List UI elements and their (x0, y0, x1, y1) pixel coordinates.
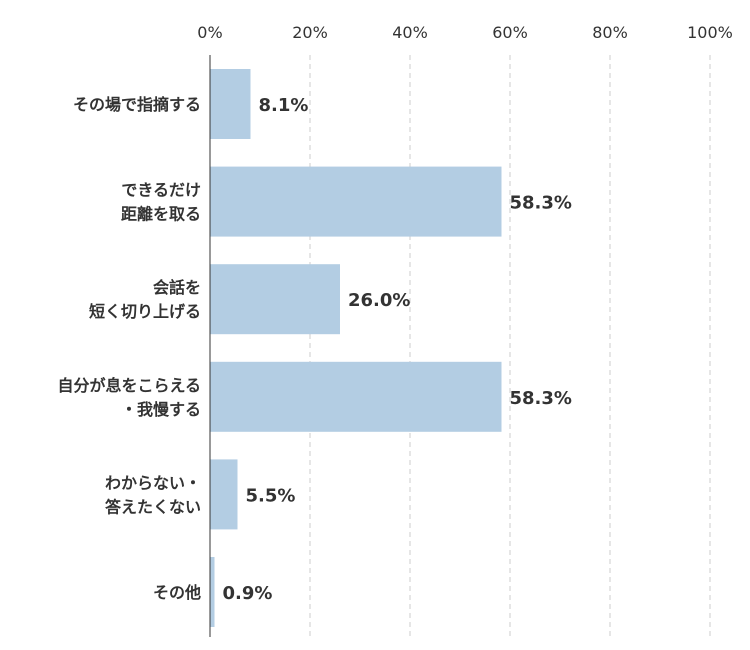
x-tick-label: 60% (492, 23, 528, 42)
value-label: 26.0% (348, 290, 410, 311)
bar (210, 166, 502, 237)
category-label: できるだけ距離を取る (121, 181, 201, 224)
bar (210, 459, 238, 530)
x-tick-label: 40% (392, 23, 428, 42)
x-tick-label: 80% (592, 23, 628, 42)
value-label: 58.3% (510, 388, 572, 409)
bar (210, 264, 340, 335)
x-tick-label: 0% (197, 23, 222, 42)
bars (210, 69, 502, 627)
value-label: 58.3% (510, 193, 572, 214)
category-label: 自分が息をこらえる・我慢する (57, 376, 201, 419)
bar (210, 361, 502, 432)
category-label: その場で指摘する (73, 95, 201, 114)
category-label: その他 (153, 583, 201, 602)
x-axis-ticks: 0% 20% 40% 60% 80% 100% (197, 23, 733, 42)
gridlines (309, 55, 711, 637)
x-tick-label: 100% (687, 23, 733, 42)
value-labels: 8.1% 58.3% 26.0% 58.3% 5.5% 0.9% (223, 95, 572, 604)
value-label: 5.5% (246, 485, 296, 506)
category-label: わからない・答えたくない (105, 473, 201, 516)
value-label: 0.9% (223, 583, 273, 604)
category-labels: その場で指摘するできるだけ距離を取る会話を短く切り上げる自分が息をこらえる・我慢… (57, 95, 201, 602)
x-tick-label: 20% (292, 23, 328, 42)
bar (210, 557, 215, 627)
value-label: 8.1% (259, 95, 309, 116)
category-label: 会話を短く切り上げる (89, 278, 201, 321)
bar (210, 69, 251, 139)
